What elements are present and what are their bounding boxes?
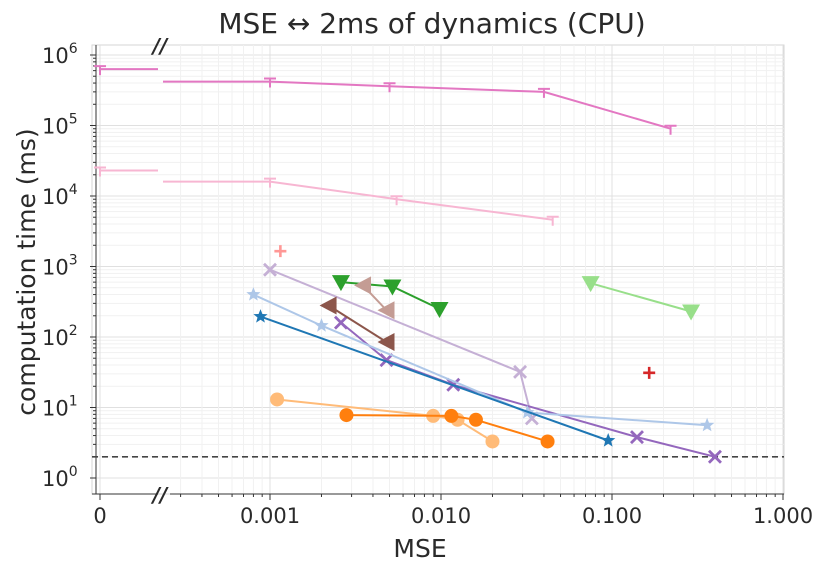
y-tick-label: 101	[42, 394, 78, 421]
data-point	[379, 353, 394, 368]
data-point	[246, 287, 261, 301]
data-point	[430, 301, 449, 318]
axes: // //	[90, 34, 784, 507]
data-point	[629, 430, 644, 445]
y-tick-label: 102	[42, 323, 78, 350]
axis-break-bottom: //	[151, 483, 169, 507]
data-point	[390, 195, 403, 206]
series-line	[252, 293, 708, 427]
chart-title: MSE ↔ 2ms of dynamics (CPU)	[218, 7, 645, 40]
data-point	[700, 417, 715, 432]
data-point	[339, 408, 354, 423]
series-12	[253, 309, 616, 447]
data-point	[319, 296, 337, 315]
data-point	[377, 332, 395, 351]
data-point	[263, 262, 277, 277]
data-point	[546, 215, 559, 226]
data-point	[444, 408, 459, 423]
data-point	[581, 276, 600, 293]
series-1	[94, 65, 677, 135]
data-point	[264, 77, 276, 88]
series-8	[581, 276, 701, 321]
tick-labels: 0 0.001 0.010 0.100 1.000 100 101 102 103 104 105 1…	[42, 41, 813, 528]
data-point	[468, 412, 483, 427]
data-point	[707, 449, 722, 464]
data-point	[643, 366, 656, 379]
data-point	[664, 124, 677, 135]
series-9	[354, 276, 395, 320]
data-point	[333, 315, 348, 330]
series-line	[328, 304, 388, 343]
series-layer	[92, 65, 784, 464]
x-tick-label: 1.000	[753, 504, 813, 528]
data-point	[314, 318, 329, 332]
series-4	[643, 366, 656, 379]
y-tick-label: 103	[42, 253, 78, 280]
data-point	[485, 434, 500, 449]
data-point	[331, 275, 350, 292]
series-2	[94, 166, 559, 226]
series-line	[260, 315, 609, 442]
x-tick-label: 0.100	[582, 504, 642, 528]
data-point	[383, 279, 402, 296]
data-point	[264, 177, 276, 188]
y-tick-label: 100	[42, 464, 78, 491]
data-point	[601, 433, 616, 447]
series-line	[590, 282, 692, 313]
series-line	[346, 414, 548, 443]
y-tick-label: 106	[42, 41, 78, 68]
data-point	[377, 301, 395, 320]
x-tick-label: 0.010	[411, 504, 471, 528]
x-tick-label: 0.001	[240, 504, 300, 528]
series-10	[319, 296, 395, 351]
data-point	[94, 65, 106, 76]
y-tick-label: 104	[42, 182, 78, 209]
x-tick-label: 0	[93, 504, 106, 528]
data-point	[94, 166, 106, 177]
grid	[91, 44, 785, 495]
x-axis-title: MSE	[393, 534, 446, 563]
data-point	[540, 434, 555, 449]
y-axis-title: computation time (ms)	[12, 128, 41, 415]
data-point	[513, 364, 528, 379]
series-3	[274, 245, 287, 258]
data-point	[354, 276, 372, 295]
data-point	[253, 309, 268, 323]
y-tick-label: 105	[42, 112, 78, 139]
series-line	[163, 180, 553, 221]
data-point	[537, 87, 550, 98]
data-point	[383, 82, 396, 93]
data-point	[274, 245, 287, 258]
series-14	[339, 408, 555, 449]
data-point	[270, 392, 285, 407]
data-point	[682, 304, 701, 321]
axis-break-top: //	[151, 34, 169, 58]
